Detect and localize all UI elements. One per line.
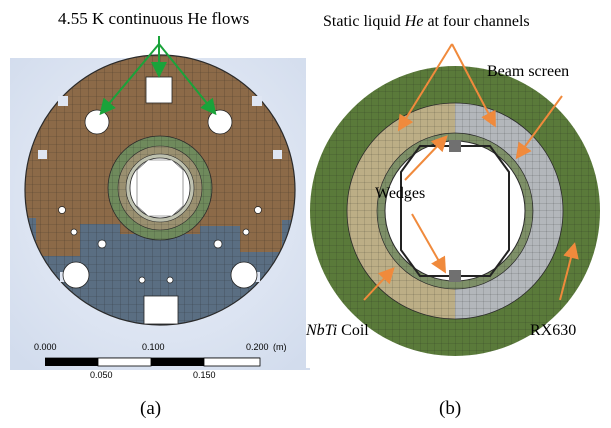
wedge-top — [449, 140, 461, 152]
he-channel-right — [207, 109, 233, 135]
scale-tick-2: 0.200 — [246, 342, 269, 352]
static-he-label: Static liquid He at four channels — [323, 12, 530, 32]
small-holes — [58, 206, 262, 284]
scale-tick-1: 0.100 — [142, 342, 165, 352]
scale-tick-3: 0.050 — [90, 370, 113, 380]
scale-bar — [45, 357, 261, 367]
nbti-coil-label: NbTi Coil — [306, 321, 369, 341]
static-he-prefix: Static liquid — [323, 13, 405, 30]
caption-b: (b) — [439, 398, 462, 419]
wedge-bottom — [449, 270, 461, 282]
lower-channel — [143, 295, 179, 325]
scale-tick-4: 0.150 — [193, 370, 216, 380]
caption-a: (a) — [140, 398, 162, 419]
he-channel-top — [145, 76, 173, 104]
lower-hole-left — [62, 261, 90, 289]
aperture-b — [384, 140, 526, 282]
coil-italic: NbTi — [306, 322, 338, 339]
static-he-suffix: at four channels — [423, 13, 530, 30]
beam-screen-label: Beam screen — [487, 63, 570, 80]
annotation-arrows — [363, 43, 579, 301]
scale-tick-0: 0.000 — [34, 342, 57, 352]
lower-hole-right — [230, 261, 258, 289]
static-he-italic: He — [404, 13, 424, 30]
scale-unit: (m) — [273, 342, 287, 352]
he-flow-label: 4.55 K continuous He flows — [58, 9, 250, 28]
wedges-label: Wedges — [375, 185, 426, 202]
he-channel-left — [84, 109, 110, 135]
panel-a — [10, 36, 310, 370]
he-flow-arrows — [99, 36, 217, 116]
coil-suffix: Coil — [337, 322, 369, 339]
panel-b — [306, 43, 604, 368]
rx630-label: RX630 — [530, 322, 577, 339]
